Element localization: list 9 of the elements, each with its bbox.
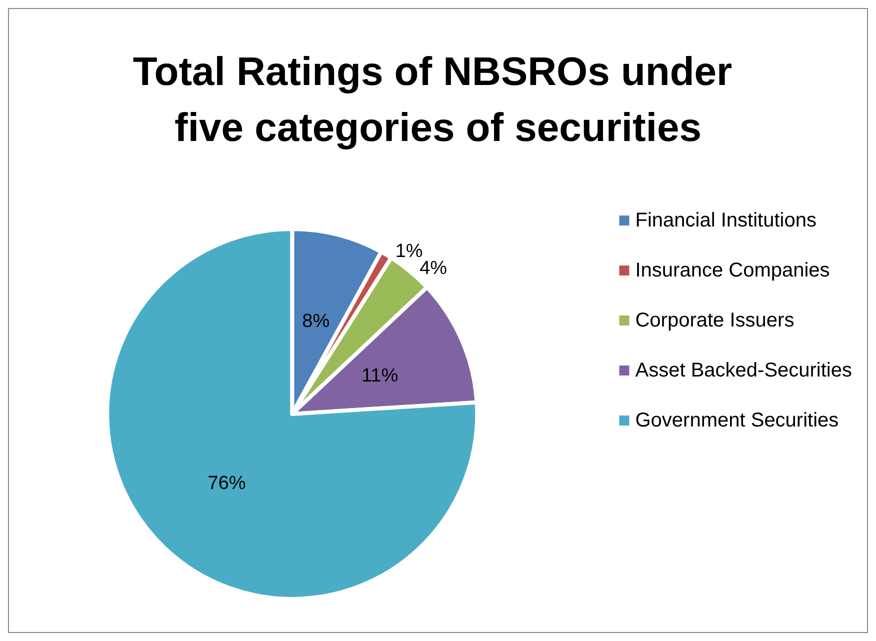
data-label: 11% — [361, 366, 398, 387]
chart-title: Total Ratings of NBSROs under five categories of securities — [132, 50, 744, 150]
legend-label: Insurance Companies — [635, 260, 830, 282]
legend-label: Asset Backed-Securities — [635, 360, 852, 382]
legend-label: Corporate Issuers — [635, 310, 794, 332]
data-label: 76% — [208, 473, 246, 494]
legend-label: Financial Institutions — [635, 210, 816, 232]
legend-label: Government Securities — [635, 410, 839, 432]
data-label: 8% — [302, 310, 330, 332]
